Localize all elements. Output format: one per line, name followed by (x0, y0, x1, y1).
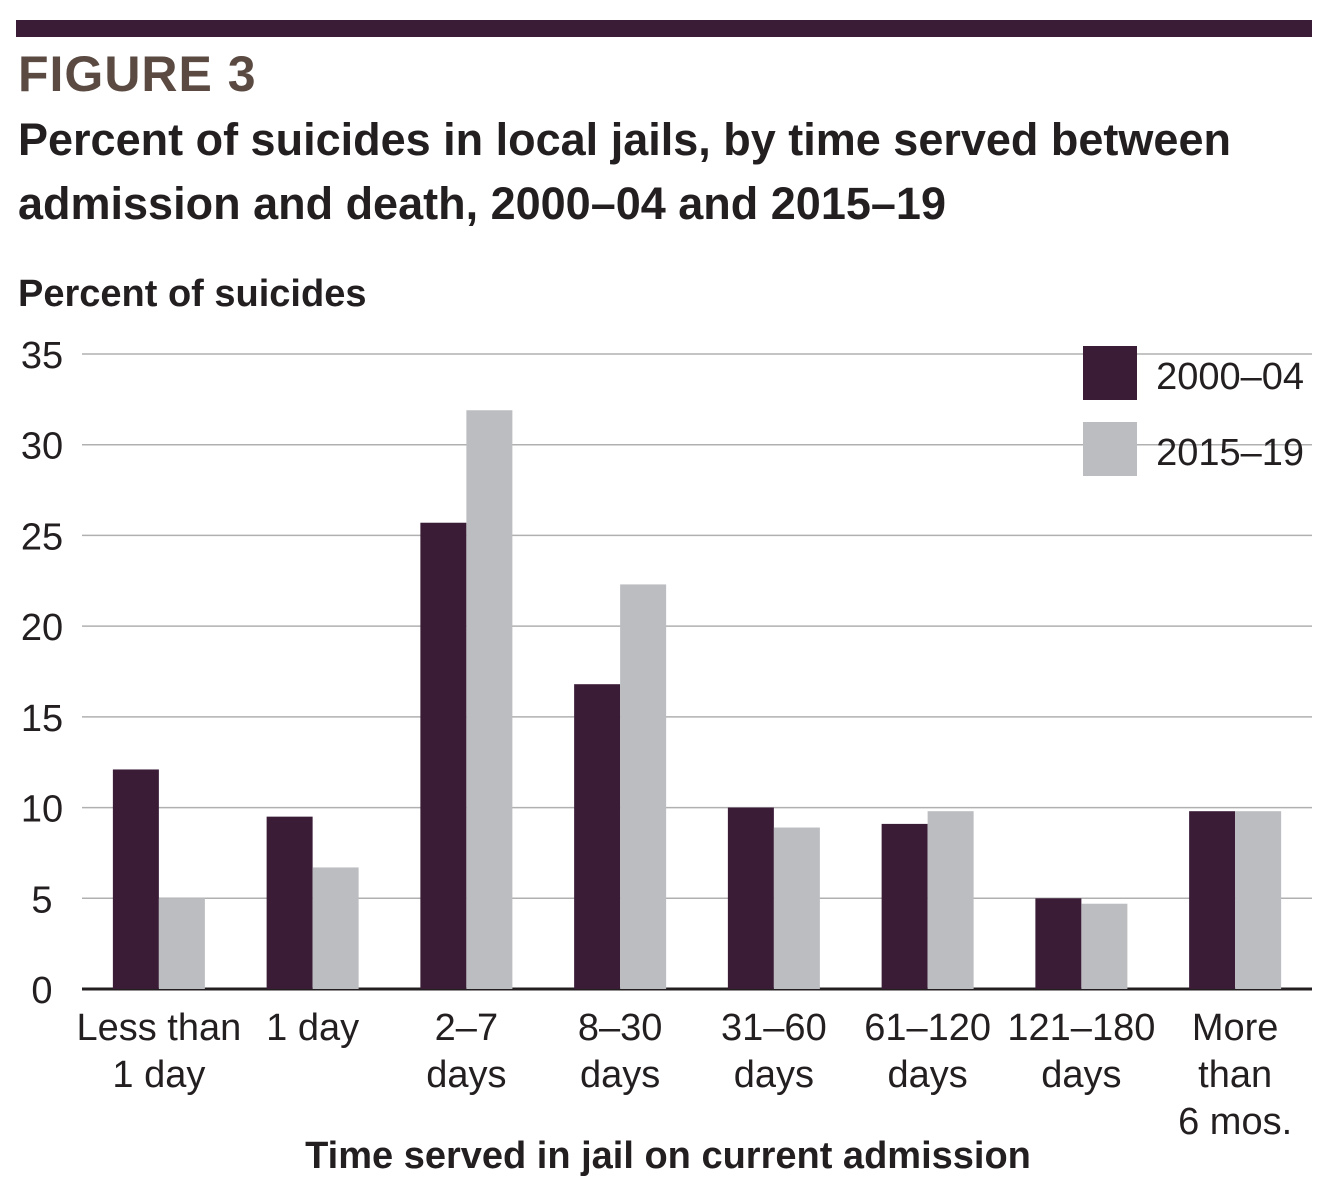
x-category-line: 31–60 (721, 1007, 827, 1049)
x-category-label: 121–180 days (1007, 1007, 1155, 1096)
y-tick-label: 20 (21, 607, 63, 649)
y-axis-title: Percent of suicides (18, 273, 366, 315)
bar (881, 823, 928, 989)
y-tick-label: 30 (21, 426, 63, 468)
x-category-line: 1 day (266, 1007, 359, 1049)
bar (574, 684, 621, 989)
y-tick-labels: 0 5 10 15 20 25 30 35 (21, 335, 63, 1012)
x-category-label: 1 day (266, 1007, 359, 1049)
legend-label: 2000–04 (1156, 356, 1304, 398)
x-category-line: 8–30 (578, 1007, 663, 1049)
x-category-line: More (1192, 1007, 1279, 1049)
x-category-line: days (426, 1054, 506, 1096)
bar (1189, 811, 1236, 989)
bar (620, 584, 667, 989)
bar (158, 898, 205, 989)
bar (1235, 811, 1282, 989)
x-category-labels: Less than 1 day 1 day 2–7 days 8–30 days 31–60 d… (76, 1007, 1292, 1143)
x-category-line: 121–180 (1007, 1007, 1155, 1049)
y-tick-label: 10 (21, 789, 63, 831)
x-category-line: days (734, 1054, 814, 1096)
figure-title: Percent of suicides in local jails, by t… (18, 114, 1231, 229)
y-tick-label: 25 (21, 516, 63, 558)
x-category-line: Less than (76, 1007, 241, 1049)
x-axis-title: Time served in jail on current admission (305, 1135, 1031, 1177)
x-category-label: 8–30 days (578, 1007, 663, 1096)
bar (466, 410, 513, 989)
x-category-line: 6 mos. (1178, 1101, 1292, 1143)
bar (727, 807, 774, 989)
bars (112, 410, 1282, 989)
x-category-line: 61–120 (864, 1007, 991, 1049)
x-category-line: 2–7 (435, 1007, 498, 1049)
x-category-line: days (1041, 1054, 1121, 1096)
x-category-label: Less than 1 day (76, 1007, 241, 1096)
bar (112, 769, 159, 989)
top-rule (16, 20, 1312, 37)
x-category-line: 1 day (112, 1054, 205, 1096)
figure-label: FIGURE 3 (18, 46, 257, 102)
x-category-label: More than 6 mos. (1178, 1007, 1292, 1143)
bar (420, 522, 467, 989)
bar (927, 811, 974, 989)
bar (1081, 903, 1128, 989)
y-tick-label: 35 (21, 335, 63, 377)
bar (266, 816, 313, 989)
x-category-line: days (580, 1054, 660, 1096)
legend-swatch (1083, 422, 1137, 476)
x-category-label: 2–7 days (426, 1007, 506, 1096)
bar (312, 867, 359, 989)
bar (1035, 898, 1082, 989)
y-tick-label: 5 (31, 879, 52, 921)
legend: 2000–04 2015–19 (1083, 346, 1304, 476)
x-category-line: than (1198, 1054, 1272, 1096)
x-category-label: 61–120 days (864, 1007, 991, 1096)
legend-swatch (1083, 346, 1137, 400)
y-tick-label: 0 (31, 970, 52, 1012)
x-category-label: 31–60 days (721, 1007, 827, 1096)
x-category-line: days (887, 1054, 967, 1096)
y-tick-label: 15 (21, 698, 63, 740)
bar (773, 827, 820, 989)
legend-label: 2015–19 (1156, 432, 1304, 474)
